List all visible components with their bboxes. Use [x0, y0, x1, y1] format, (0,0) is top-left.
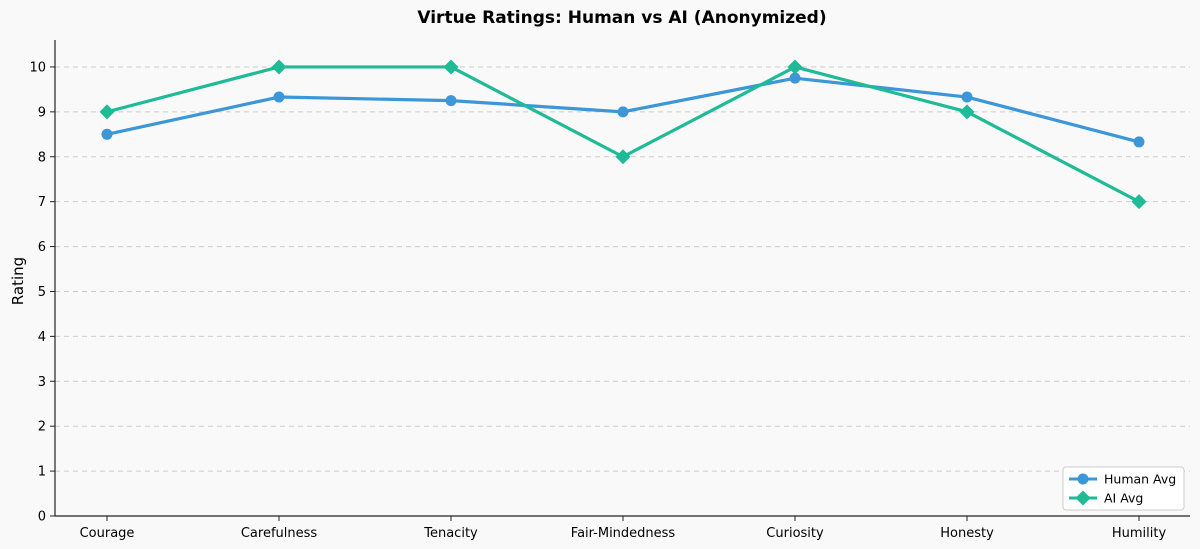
point-ai-avg-humility: [1131, 194, 1147, 210]
grid-lines: [55, 66, 1190, 472]
series: [99, 59, 1147, 210]
legend-label-human-avg: Human Avg: [1104, 472, 1176, 487]
legend-item-human-avg: Human Avg: [1069, 472, 1176, 487]
point-human-avg-honesty: [961, 91, 973, 103]
chart-title: Virtue Ratings: Human vs AI (Anonymized): [417, 8, 826, 28]
point-ai-avg-fair-mindedness: [615, 149, 631, 165]
y-tick-label-5: 5: [38, 285, 46, 300]
x-tick-label-tenacity: Tenacity: [423, 526, 478, 541]
y-tick-label-3: 3: [38, 375, 46, 390]
x-tick-label-honesty: Honesty: [940, 526, 994, 541]
point-ai-avg-courage: [99, 104, 115, 120]
point-human-avg-humility: [1133, 136, 1145, 148]
x-tick-label-curiosity: Curiosity: [766, 526, 824, 541]
point-ai-avg-tenacity: [443, 59, 459, 75]
y-axis-label: Rating: [9, 257, 27, 305]
y-tick-label-8: 8: [38, 150, 46, 165]
series-line-ai-avg: [106, 65, 1140, 204]
point-ai-avg-honesty: [959, 104, 975, 120]
legend-item-ai-avg: AI Avg: [1069, 490, 1143, 506]
point-human-avg-fair-mindedness: [617, 106, 629, 118]
y-tick-label-2: 2: [38, 420, 46, 435]
y-tick-label-7: 7: [38, 195, 46, 210]
point-human-avg-tenacity: [445, 95, 457, 107]
y-tick-label-6: 6: [38, 240, 46, 255]
y-tick-label-0: 0: [38, 510, 46, 525]
x-tick-labels: Courage Carefulness Tenacity Fair-Mindednes…: [80, 516, 1167, 541]
y-tick-label-9: 9: [38, 105, 46, 120]
point-ai-avg-carefulness: [271, 59, 287, 75]
x-tick-label-carefulness: Carefulness: [241, 526, 318, 541]
legend-marker-ai-avg: [1075, 490, 1091, 506]
series-human-avg: [101, 72, 1145, 148]
x-tick-label-courage: Courage: [80, 526, 135, 541]
point-human-avg-carefulness: [273, 91, 285, 103]
legend: Human Avg AI Avg: [1062, 466, 1185, 511]
legend-marker-human-avg: [1077, 473, 1089, 485]
point-ai-avg-curiosity: [787, 59, 803, 75]
point-human-avg-curiosity: [789, 72, 801, 84]
legend-label-ai-avg: AI Avg: [1104, 491, 1143, 506]
y-tick-labels: 0 1 2 3 4 5 6 7 8 9 10: [29, 60, 55, 525]
x-tick-label-fair-mindedness: Fair-Mindedness: [571, 526, 676, 541]
x-tick-label-humility: Humility: [1112, 526, 1167, 541]
series-ai-avg: [99, 59, 1147, 210]
y-tick-label-4: 4: [38, 330, 46, 345]
y-tick-label-1: 1: [38, 465, 46, 480]
y-tick-label-10: 10: [29, 60, 46, 75]
point-human-avg-courage: [101, 128, 113, 140]
